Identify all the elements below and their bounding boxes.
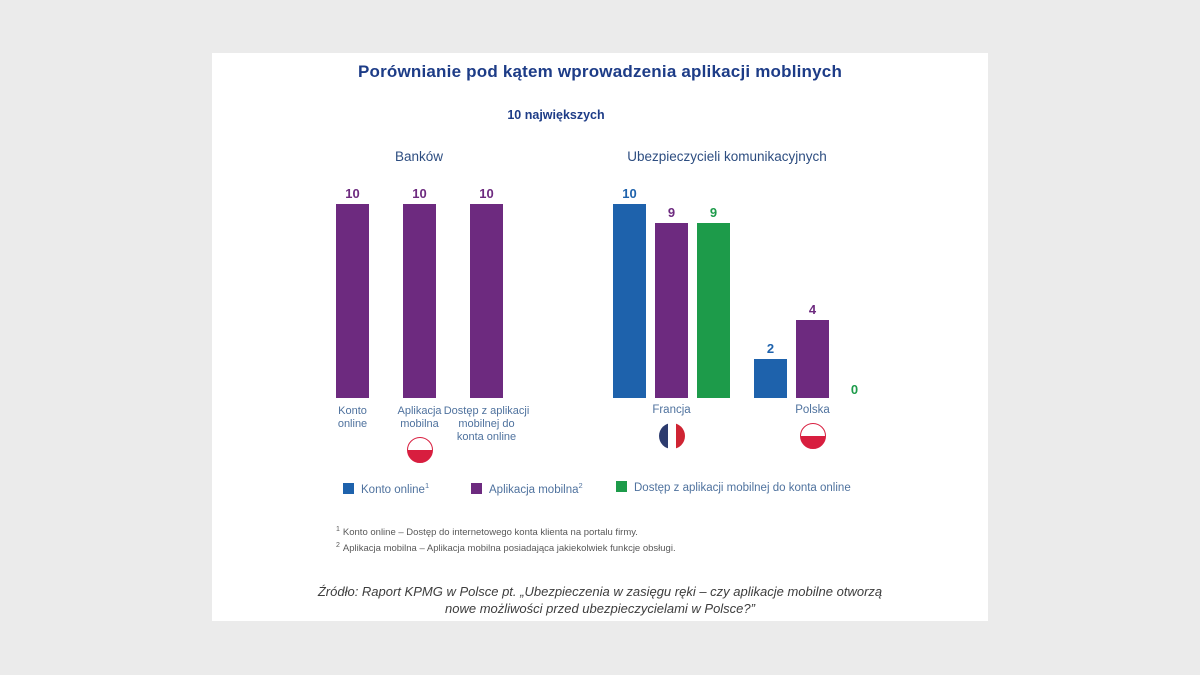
flag-poland-icon [799,423,826,449]
legend-label: Dostęp z aplikacji mobilnej do konta onl… [634,482,851,494]
bar [754,359,787,398]
bar [613,204,646,398]
flag-poland-icon [406,437,433,463]
legend-item: Aplikacja mobilna2 [471,481,583,496]
category-label: Dostęp z aplikacji mobilnej do konta onlin… [443,405,530,443]
bar [336,204,369,398]
category-label: Aplikacja mobilna [397,405,442,430]
legend-swatch [471,482,482,494]
footnote-line: 1 Konto online – Dostęp do internetowego … [336,526,638,539]
source-line-2: nowe możliwości przed ubezpieczycielami … [445,600,755,616]
bar-value-label: 0 [850,382,859,397]
bar-value-label: 10 [345,186,360,201]
country-label: Polska [795,404,830,416]
chart-card: Porównianie pod kątem wprowadzenia aplik… [212,53,988,621]
group-header-insurers: Ubezpieczycieli komunikacyjnych [627,149,827,164]
bar-value-label: 2 [766,341,775,356]
chart-subtitle: 10 największych [507,108,605,122]
flag-france-icon [658,423,685,449]
bar [403,204,436,398]
legend-label: Konto online [361,483,425,496]
bar-plot: 10 10 10 10 9 9 2 4 0 [212,53,988,398]
source-citation: Źródło: Raport KPMG w Polsce pt. „Ubezpi… [212,584,988,617]
source-line-1: Źródło: Raport KPMG w Polsce pt. „Ubezpi… [317,584,883,599]
bar-value-label: 10 [622,186,637,201]
legend-label: Aplikacja mobilna [489,483,579,496]
footnote-line: 2 Aplikacja mobilna – Aplikacja mobilna p… [336,541,676,554]
group-header-banks: Banków [394,149,444,164]
legend-swatch [343,482,354,494]
legend-item: Dostęp z aplikacji mobilnej do konta onl… [616,481,851,494]
chart-title: Porównianie pod kątem wprowadzenia aplik… [357,62,843,81]
footnotes: 1 Konto online – Dostęp do internetowego … [336,524,676,555]
bar [470,204,503,398]
bar-value-label: 4 [808,302,817,317]
bar-value-label: 10 [479,186,494,201]
bar [796,320,829,398]
bar [697,223,730,398]
bar-value-label: 9 [667,205,676,220]
bar-value-label: 9 [709,205,718,220]
category-label: Konto online [337,405,368,430]
legend-swatch [616,481,627,492]
legend-item: Konto online1 [343,481,429,496]
bar-value-label: 10 [412,186,427,201]
bar [655,223,688,398]
country-label: Francja [652,404,691,416]
